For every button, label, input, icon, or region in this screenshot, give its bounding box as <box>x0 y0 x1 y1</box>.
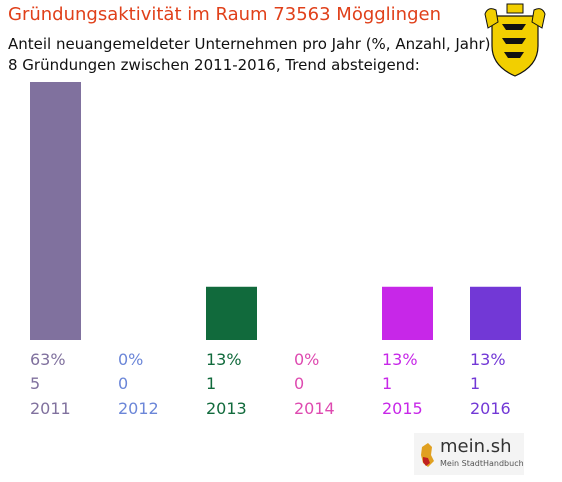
year-label-2012: 2012 <box>118 399 159 418</box>
percent-label-2011: 63% <box>30 350 66 369</box>
logo-brand-text: mein.sh <box>440 436 512 457</box>
count-label-2015: 1 <box>382 374 392 393</box>
mein-sh-logo <box>414 433 524 475</box>
year-label-2015: 2015 <box>382 399 423 418</box>
percent-label-2012: 0% <box>118 350 143 369</box>
count-label-2012: 0 <box>118 374 128 393</box>
chart-title: Gründungsaktivität im Raum 73563 Mögglin… <box>8 4 442 25</box>
bar-2016 <box>470 286 521 340</box>
count-label-2014: 0 <box>294 374 304 393</box>
year-label-2011: 2011 <box>30 399 71 418</box>
coat-of-arms-icon <box>484 3 546 77</box>
percent-label-2015: 13% <box>382 350 418 369</box>
percent-label-2014: 0% <box>294 350 319 369</box>
chart-subtitle: Anteil neuangemeldeter Unternehmen pro J… <box>8 35 491 53</box>
year-label-2014: 2014 <box>294 399 335 418</box>
percent-label-2016: 13% <box>470 350 506 369</box>
count-label-2013: 1 <box>206 374 216 393</box>
bar-2015 <box>382 286 433 340</box>
count-label-2011: 5 <box>30 374 40 393</box>
year-label-2013: 2013 <box>206 399 247 418</box>
chart-summary: 8 Gründungen zwischen 2011-2016, Trend a… <box>8 56 420 74</box>
logo-tagline: Mein StadtHandbuch <box>440 459 524 468</box>
bar-2011 <box>30 82 81 340</box>
year-label-2016: 2016 <box>470 399 511 418</box>
percent-label-2013: 13% <box>206 350 242 369</box>
bar-2013 <box>206 286 257 340</box>
count-label-2016: 1 <box>470 374 480 393</box>
